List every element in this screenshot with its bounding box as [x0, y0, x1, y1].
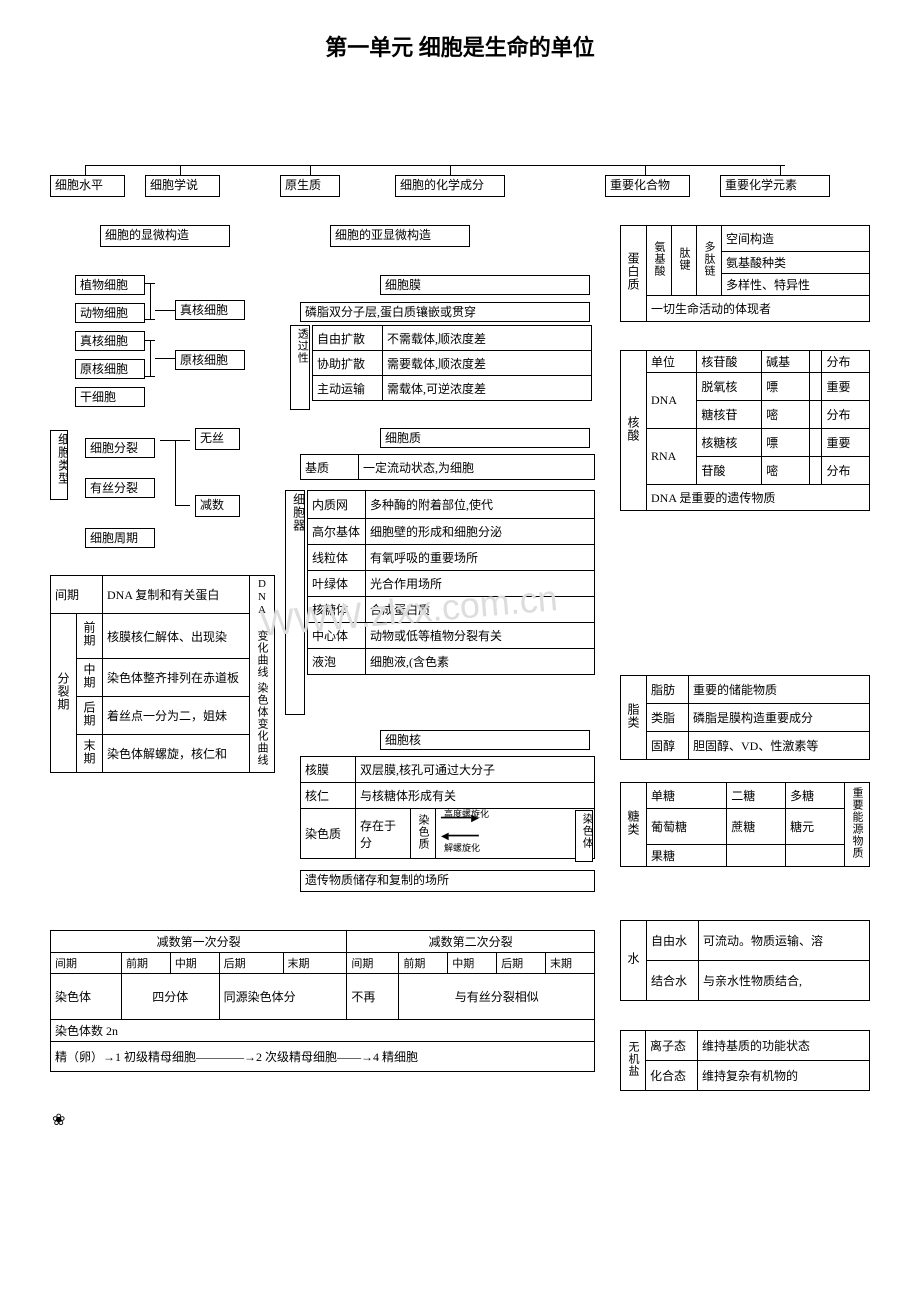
connector: [85, 165, 785, 166]
box-organelle: 细胞器: [285, 490, 305, 715]
box-euk: 真核细胞: [75, 331, 145, 351]
box-jianshu: 减数: [195, 495, 240, 517]
lipid-table: 脂类 脂肪重要的储能物质 类脂磷脂是膜构造重要成分 固醇胆固醇、VD、性激素等: [620, 675, 870, 760]
bracket: [145, 283, 155, 284]
nucleus-table: 核膜双层膜,核孔可通过大分子 核仁与核糖体形成有关 染色质存在于分 染色质 ━━…: [300, 756, 595, 859]
nucleic-table: 核酸 单位核苷酸碱基分布 DNA脱氧核嘌重要 糖核苷嘧分布 RNA核糖核嘌重要 …: [620, 350, 870, 511]
box-cycle: 细胞周期: [85, 528, 155, 548]
box-micro: 细胞的显微构造: [100, 225, 230, 247]
bracket: [150, 340, 151, 376]
flower-icon: ❀: [52, 1110, 65, 1130]
bracket: [150, 283, 151, 319]
transport-table: 自由扩散不需载体,顺浓度差 协助扩散需要载体,顺浓度差 主动运输需载体,可逆浓度…: [312, 325, 592, 401]
mitosis-table: 间期DNA 复制和有关蛋白DNA 变化曲线 染色体变化曲线 分裂期前期核膜核仁解…: [50, 575, 275, 773]
box-perm: 流动性,选择透过性: [290, 325, 310, 410]
box-compounds: 重要化合物: [605, 175, 690, 197]
connector: [645, 165, 646, 175]
connector: [450, 165, 451, 175]
box-membrane-desc: 磷脂双分子层,蛋白质镶嵌或贯穿: [300, 302, 590, 322]
box-storage: 遗传物质储存和复制的场所: [300, 870, 595, 892]
box-chem-comp: 细胞的化学成分: [395, 175, 505, 197]
meiosis-table: 减数第一次分裂减数第二次分裂 间期前期中期后期末期间期前期中期后期末期 染色体四…: [50, 930, 595, 1072]
bracket: [155, 310, 175, 311]
box-membrane: 细胞膜: [380, 275, 590, 295]
box-prok: 原核细胞: [75, 359, 145, 379]
box-stem: 干细胞: [75, 387, 145, 407]
connector: [180, 165, 181, 175]
sugar-table: 糖类 单糖二糖多糖重要能源物质 葡萄糖蔗糖糖元 果糖: [620, 782, 870, 867]
water-table: 水 自由水可流动。物质运输、溶 结合水与亲水性物质结合,: [620, 920, 870, 1001]
salt-table: 无机盐 离子态维持基质的功能状态 化合态维持复杂有机物的: [620, 1030, 870, 1091]
connector: [175, 505, 190, 506]
cytoplasm-table: 基质一定流动状态,为细胞: [300, 454, 595, 480]
box-wusi: 无丝: [195, 428, 240, 450]
connector: [780, 165, 781, 175]
protein-table: 蛋白质 氨基酸 肽键 多肽链 空间构造 氨基酸种类 多样性、特异性 一切生命活动…: [620, 225, 870, 322]
bracket: [145, 376, 155, 377]
cell-inter: 间期: [51, 576, 103, 614]
page-title: 第一单元 细胞是生命的单位: [0, 0, 920, 82]
box-chromosome: 染色体: [575, 810, 593, 862]
bracket: [145, 319, 155, 320]
box-euk2: 真核细胞: [175, 300, 245, 320]
bracket: [145, 340, 155, 341]
box-div: 细胞分裂: [85, 438, 155, 458]
box-submicro: 细胞的亚显微构造: [330, 225, 470, 247]
box-animal: 动物细胞: [75, 303, 145, 323]
box-nucleus: 细胞核: [380, 730, 590, 750]
box-yousi: 有丝分裂: [85, 478, 155, 498]
box-elements: 重要化学元素: [720, 175, 830, 197]
box-cell-group: 细胞类型: [50, 430, 68, 500]
connector: [85, 165, 86, 175]
box-plant: 植物细胞: [75, 275, 145, 295]
box-cell-level: 细胞水平: [50, 175, 125, 197]
box-cell-theory: 细胞学说: [145, 175, 220, 197]
bracket: [155, 358, 175, 359]
box-prok2: 原核细胞: [175, 350, 245, 370]
connector: [310, 165, 311, 175]
box-cytoplasm: 细胞质: [380, 428, 590, 448]
connector: [175, 440, 176, 505]
organelle-table: 内质网多种酶的附着部位,使代 高尔基体细胞壁的形成和细胞分泌 线粒体有氧呼吸的重…: [307, 490, 595, 675]
box-protoplasm: 原生质: [280, 175, 340, 197]
